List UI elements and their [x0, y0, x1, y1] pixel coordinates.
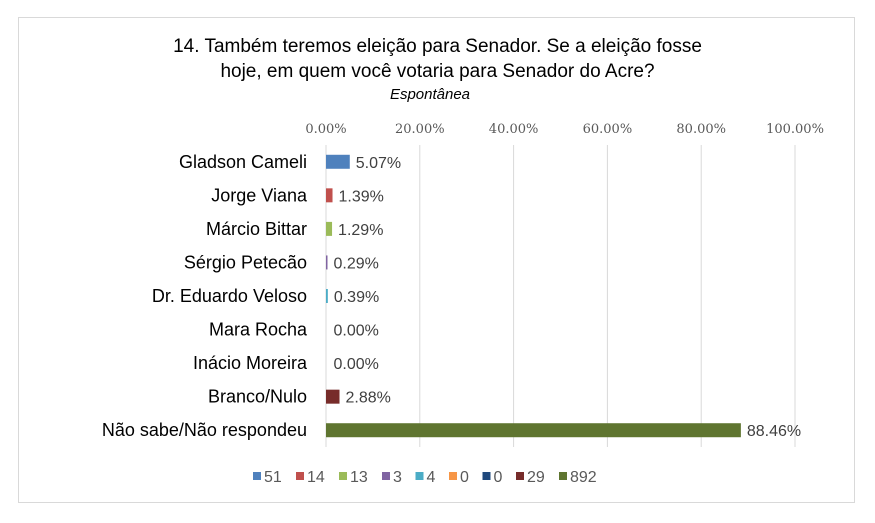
- legend-label: 0: [460, 469, 469, 486]
- data-label: 0.29%: [334, 255, 379, 272]
- legend-swatch: [296, 472, 304, 480]
- legend-swatch: [449, 472, 457, 480]
- x-tick-label: 0.00%: [305, 122, 346, 137]
- data-label: 5.07%: [356, 155, 401, 172]
- data-label: 1.29%: [338, 222, 383, 239]
- legend-label: 29: [527, 469, 545, 486]
- bar: [326, 289, 328, 303]
- legend-swatch: [415, 472, 424, 480]
- legend-label: 51: [264, 469, 282, 486]
- bar: [326, 255, 328, 270]
- legend-label: 0: [494, 469, 503, 486]
- bar: [326, 389, 340, 404]
- category-label: Inácio Moreira: [193, 353, 308, 373]
- legend-label: 3: [393, 469, 402, 486]
- category-label: Gladson Cameli: [179, 152, 307, 172]
- category-label: Sérgio Petecão: [184, 252, 307, 272]
- legend-label: 892: [570, 469, 597, 486]
- chart-title-line-2: hoje, em quem você votaria para Senador …: [220, 61, 655, 82]
- legend-swatch: [482, 472, 491, 480]
- chart-frame: [18, 17, 855, 503]
- bar: [326, 221, 333, 236]
- x-tick-label: 40.00%: [489, 122, 539, 137]
- data-label: 1.39%: [339, 188, 384, 205]
- x-tick-label: 60.00%: [583, 122, 633, 137]
- legend-swatch: [559, 472, 567, 480]
- category-label: Márcio Bittar: [206, 219, 307, 239]
- category-label: Dr. Eduardo Veloso: [152, 286, 307, 306]
- bar: [326, 154, 350, 169]
- data-label: 88.46%: [747, 423, 801, 440]
- data-label: 0.00%: [334, 356, 379, 373]
- data-label: 2.88%: [346, 390, 391, 407]
- data-label: 0.39%: [334, 289, 379, 306]
- legend-swatch: [516, 472, 524, 480]
- chart-title-line-1: 14. Também teremos eleição para Senador.…: [173, 36, 702, 57]
- legend-swatch: [382, 472, 390, 480]
- category-label: Branco/Nulo: [208, 387, 307, 407]
- x-tick-label: 80.00%: [676, 122, 726, 137]
- legend-swatch: [339, 472, 347, 480]
- category-label: Jorge Viana: [211, 185, 308, 205]
- legend-swatch: [253, 472, 261, 480]
- category-label: Mara Rocha: [209, 320, 308, 340]
- bar: [326, 423, 741, 438]
- category-label: Não sabe/Não respondeu: [102, 420, 307, 440]
- legend-label: 14: [307, 469, 325, 486]
- x-tick-label: 20.00%: [395, 122, 445, 137]
- legend-label: 4: [427, 469, 436, 486]
- data-label: 0.00%: [334, 323, 379, 340]
- chart-subtitle: Espontânea: [389, 86, 471, 103]
- legend-label: 13: [350, 469, 368, 486]
- x-tick-label: 100.00%: [766, 122, 824, 137]
- bar: [326, 188, 333, 203]
